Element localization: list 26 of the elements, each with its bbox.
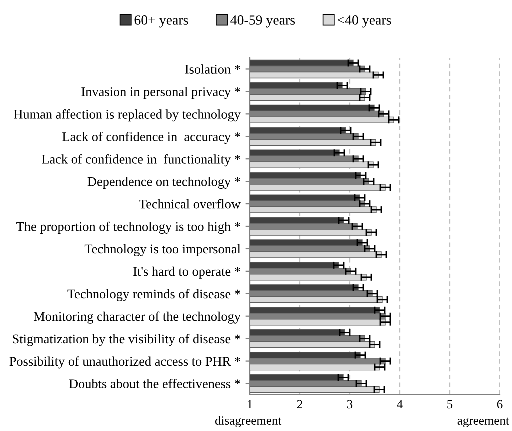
text: disagreement	[215, 416, 282, 428]
y-tick-label: It's hard to operate *	[134, 266, 240, 279]
legend-label: 40-59 years	[230, 16, 296, 28]
y-tick-label: Possibility of unauthorized access to PHR *	[10, 356, 240, 369]
y-tick-label: Stigmatization by the visibility of disease *	[13, 334, 240, 346]
text: agreement	[458, 418, 510, 428]
y-tick-label: Invasion in personal privacy *	[82, 87, 240, 100]
x-tick-label: 3	[347, 400, 353, 409]
y-tick-label: Technology reminds of disease *	[68, 289, 240, 302]
y-tick-label: Human affection is replaced by technology	[14, 110, 241, 122]
y-tick-label: Technology is too impersonal	[84, 244, 241, 256]
y-tick-label: Lack of confidence in functionality *	[42, 154, 240, 167]
x-tick-label: 5	[448, 400, 453, 409]
legend-label: <40 years	[338, 16, 392, 28]
y-tick-label: Doubts about the effectiveness *	[69, 379, 240, 388]
y-tick-label: Lack of confidence in accuracy *	[62, 132, 240, 144]
y-tick-label: Monitoring character of the technology	[34, 312, 241, 324]
y-tick-label: Isolation *	[185, 64, 240, 74]
x-tick-label: 1	[248, 400, 252, 409]
x-tick-label: 4	[397, 400, 403, 409]
legend-label: 60+ years	[134, 16, 188, 28]
y-tick-label: Technical overflow	[139, 199, 241, 209]
y-tick-label: The proportion of technology is too high *	[16, 222, 240, 234]
y-tick-label: Dependence on technology *	[88, 176, 240, 189]
x-tick-label: 6	[497, 400, 503, 409]
x-tick-label: 2	[297, 400, 302, 409]
